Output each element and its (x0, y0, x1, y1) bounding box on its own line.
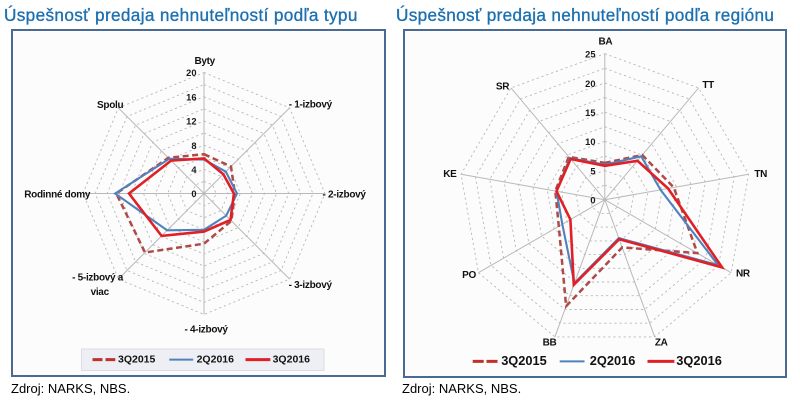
svg-text:TN: TN (754, 169, 767, 180)
svg-text:0: 0 (191, 189, 196, 199)
svg-text:4: 4 (191, 165, 197, 175)
svg-text:20: 20 (186, 68, 196, 78)
svg-text:ZA: ZA (655, 338, 668, 349)
svg-text:TT: TT (702, 80, 714, 91)
svg-text:KE: KE (443, 169, 457, 180)
svg-text:Rodinné domy: Rodinné domy (24, 190, 91, 201)
svg-text:- 2-izbový: - 2-izbový (323, 190, 367, 201)
svg-text:3Q2016: 3Q2016 (273, 354, 311, 366)
svg-text:Spolu: Spolu (97, 100, 123, 111)
svg-text:BA: BA (598, 36, 612, 47)
svg-text:- 5-izbový a: - 5-izbový a (72, 273, 124, 284)
svg-text:3Q2015: 3Q2015 (118, 354, 156, 366)
svg-text:3Q2015: 3Q2015 (501, 353, 547, 368)
svg-text:PO: PO (462, 270, 476, 281)
svg-text:viac: viac (91, 287, 110, 298)
svg-text:8: 8 (191, 141, 196, 151)
svg-text:16: 16 (186, 92, 196, 102)
svg-text:- 1-izbový: - 1-izbový (289, 100, 333, 111)
svg-text:15: 15 (585, 108, 595, 118)
svg-text:NR: NR (736, 269, 751, 280)
svg-text:25: 25 (585, 50, 595, 60)
svg-text:Byty: Byty (194, 56, 215, 67)
svg-text:SR: SR (496, 81, 510, 92)
svg-text:BB: BB (543, 338, 557, 349)
svg-text:20: 20 (585, 79, 595, 89)
svg-text:5: 5 (590, 166, 595, 176)
svg-text:- 3-izbový: - 3-izbový (289, 280, 333, 291)
svg-text:2Q2016: 2Q2016 (197, 354, 235, 366)
svg-text:3Q2016: 3Q2016 (676, 353, 722, 368)
svg-text:12: 12 (186, 117, 196, 127)
svg-text:- 4-izbový: - 4-izbový (185, 324, 229, 335)
svg-text:0: 0 (590, 196, 595, 206)
svg-text:2Q2016: 2Q2016 (590, 353, 636, 368)
svg-text:10: 10 (585, 137, 595, 147)
